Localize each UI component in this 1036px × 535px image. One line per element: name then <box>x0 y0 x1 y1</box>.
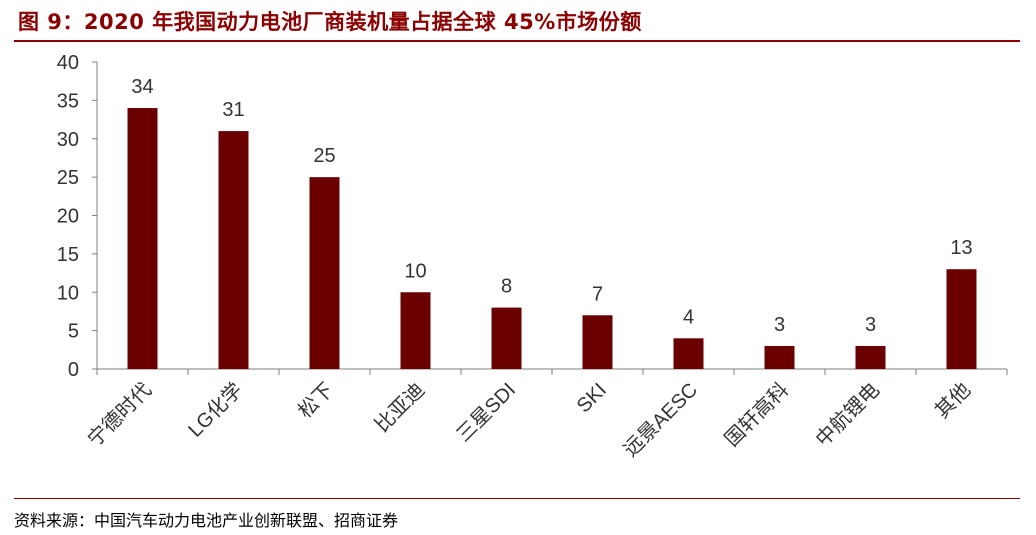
bar <box>582 315 613 369</box>
bar <box>946 269 977 369</box>
data-label: 34 <box>131 76 153 98</box>
bar <box>309 177 340 369</box>
data-label: 3 <box>865 314 876 336</box>
y-tick-label: 35 <box>57 90 79 112</box>
data-label: 10 <box>404 260 426 282</box>
data-label: 13 <box>950 237 972 259</box>
source-divider <box>14 498 1020 499</box>
y-tick-label: 40 <box>57 52 79 74</box>
data-label: 31 <box>222 99 244 121</box>
bar <box>764 345 795 369</box>
x-tick-label: 远景AESC <box>620 379 702 461</box>
source-note: 资料来源：中国汽车动力电池产业创新联盟、招商证券 <box>14 511 399 530</box>
x-tick-label: 松下 <box>293 378 338 423</box>
data-label: 8 <box>501 276 512 298</box>
x-tick-label: 三星SDI <box>453 379 520 446</box>
data-label: 25 <box>313 145 335 167</box>
bar <box>491 307 522 369</box>
x-tick-label: SKI <box>573 379 611 417</box>
y-tick-label: 30 <box>57 129 79 151</box>
title-divider <box>14 40 1020 42</box>
x-tick-label: 宁德时代 <box>83 378 156 451</box>
data-label: 3 <box>774 314 785 336</box>
bar-chart: 051015202530354034宁德时代31LG化学25松下10比亚迪8三星… <box>57 52 1008 461</box>
y-tick-label: 0 <box>68 359 79 381</box>
bar <box>218 131 249 369</box>
y-tick-label: 15 <box>57 244 79 266</box>
bar <box>855 345 886 369</box>
figure-title: 图 9：2020 年我国动力电池厂商装机量占据全球 45%市场份额 <box>18 10 642 34</box>
x-tick-label: 中航锂电 <box>811 378 884 451</box>
y-tick-label: 20 <box>57 206 79 228</box>
y-tick-label: 10 <box>57 282 79 304</box>
y-tick-label: 25 <box>57 167 79 189</box>
bar <box>673 338 704 369</box>
data-label: 4 <box>683 306 694 328</box>
bar <box>127 108 158 370</box>
x-tick-label: 比亚迪 <box>370 378 429 437</box>
x-tick-label: 国轩高科 <box>720 378 793 451</box>
y-tick-label: 5 <box>68 321 79 343</box>
data-label: 7 <box>592 283 603 305</box>
x-tick-label: 其他 <box>930 378 975 423</box>
x-tick-label: LG化学 <box>184 378 247 441</box>
bar <box>400 292 431 369</box>
